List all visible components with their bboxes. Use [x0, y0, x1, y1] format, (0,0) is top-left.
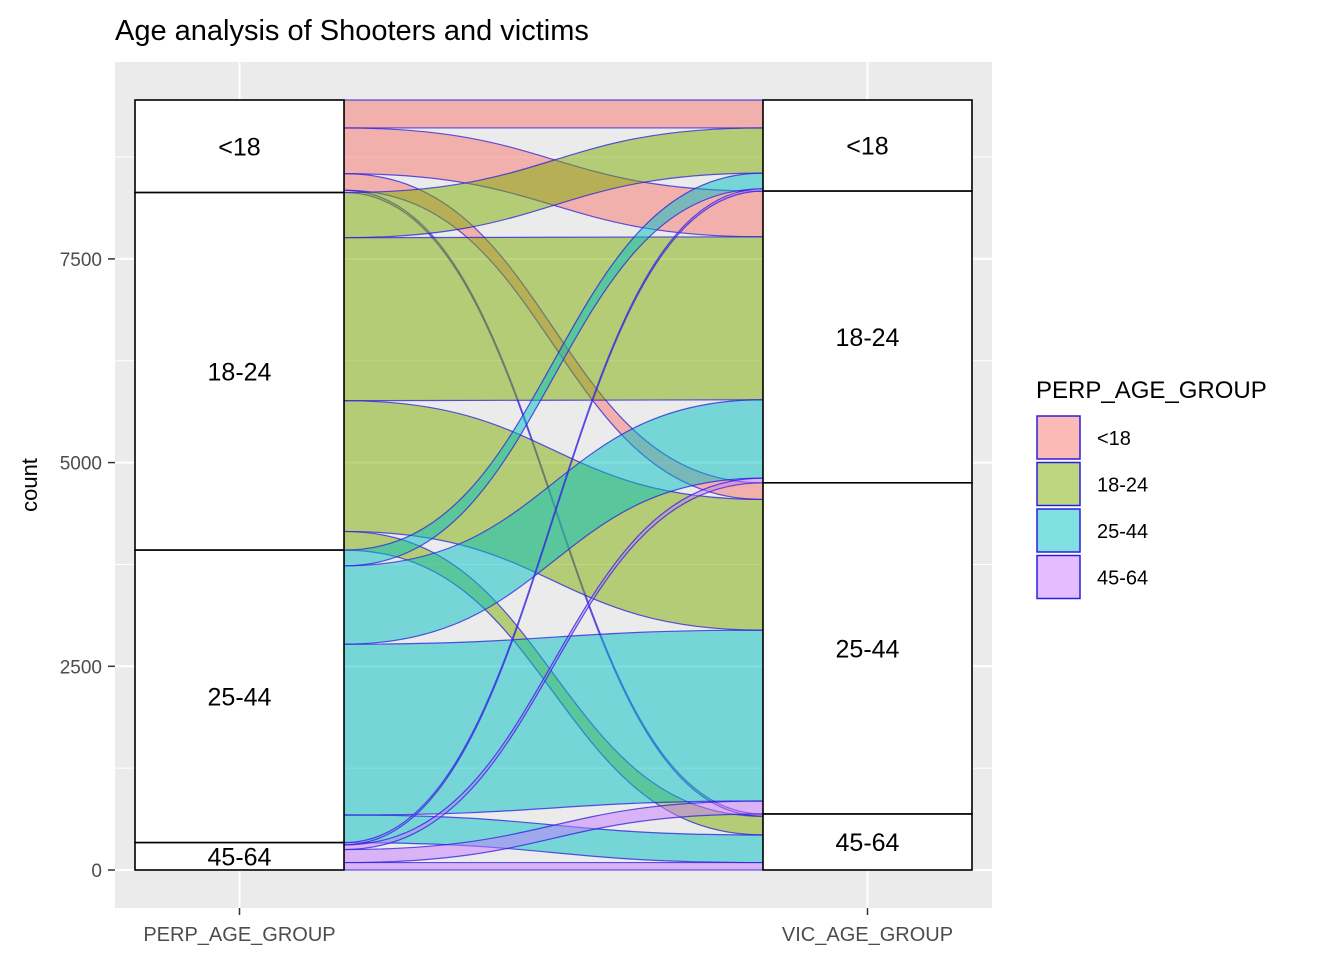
y-tick-label: 5000 [60, 454, 102, 475]
stratum-label-perp-45-64: 45-64 [208, 843, 272, 871]
x-tick-label: PERP_AGE_GROUP [143, 924, 335, 946]
legend-key-under-18 [1036, 415, 1081, 460]
legend-label-under-18: <18 [1097, 428, 1131, 450]
legend-label-45-64: 45-64 [1097, 568, 1148, 590]
stratum-perp-25-44 [134, 549, 345, 844]
flow-under-18-to-under-18 [343, 99, 764, 129]
legend-label-25-44: 25-44 [1097, 521, 1148, 543]
stratum-label-perp-18-24: 18-24 [208, 358, 272, 386]
chart-title: Age analysis of Shooters and victims [115, 15, 589, 47]
legend-title: PERP_AGE_GROUP [1036, 377, 1267, 404]
stratum-vic-under-18 [762, 99, 973, 192]
legend-key-45-64 [1036, 554, 1081, 600]
stratum-label-vic-45-64: 45-64 [836, 829, 900, 857]
strata-layer: <18 18-24 25-44 45-64 <18 18-24 25-44 45-64 [134, 99, 973, 871]
y-tick-label: 7500 [60, 250, 102, 271]
stratum-perp-under-18 [134, 99, 345, 194]
stratum-label-perp-under-18: <18 [218, 133, 260, 161]
legend-label-18-24: 18-24 [1097, 475, 1148, 497]
y-axis: 0 2500 5000 7500 [60, 250, 115, 882]
flow-layer [343, 99, 764, 871]
flow-25-44-to-25-44 [343, 629, 764, 816]
x-tick-label: VIC_AGE_GROUP [782, 924, 953, 946]
x-axis: PERP_AGE_GROUP VIC_AGE_GROUP [143, 908, 953, 946]
y-tick-label: 2500 [60, 657, 102, 678]
stratum-perp-45-64 [134, 841, 345, 871]
flow-45-64-to-45-64 [343, 861, 764, 871]
stratum-label-vic-under-18: <18 [846, 133, 888, 161]
y-tick-label: 0 [91, 861, 102, 882]
stratum-label-vic-25-44: 25-44 [836, 635, 900, 663]
stratum-label-vic-18-24: 18-24 [836, 324, 900, 352]
legend: PERP_AGE_GROUP <18 18-24 25-44 45-64 [1036, 377, 1267, 600]
y-axis-label: count [17, 458, 42, 512]
legend-key-18-24 [1036, 461, 1081, 507]
stratum-perp-18-24 [134, 191, 345, 551]
stratum-vic-18-24 [762, 190, 973, 484]
stratum-vic-45-64 [762, 813, 973, 871]
legend-key-25-44 [1036, 508, 1081, 553]
stratum-vic-25-44 [762, 481, 973, 815]
stratum-label-perp-25-44: 25-44 [208, 683, 272, 711]
